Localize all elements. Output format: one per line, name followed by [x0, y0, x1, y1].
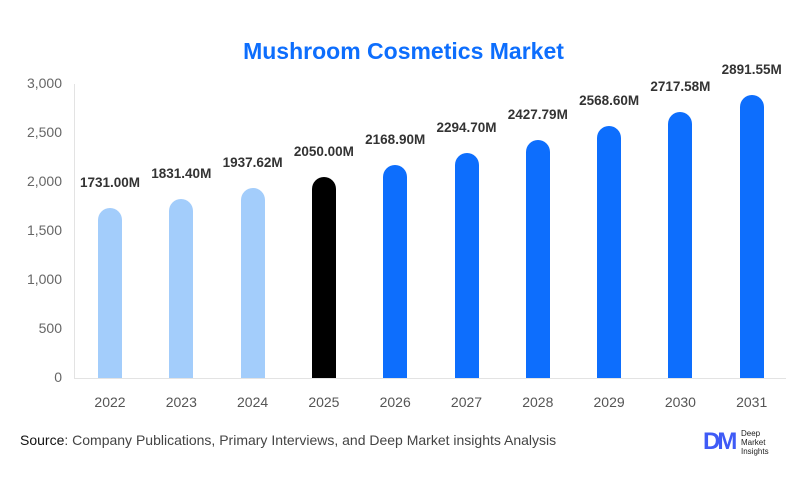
bar-2030: [668, 111, 693, 378]
data-label: 1731.00M: [79, 175, 141, 191]
bar-2025: [311, 177, 336, 378]
y-tick-label: 500: [38, 320, 62, 336]
y-tick-label: 3,000: [26, 75, 62, 91]
x-tick-label: 2025: [308, 394, 340, 410]
y-tick-label: 2,500: [26, 124, 62, 140]
data-label: 2427.79M: [507, 107, 568, 123]
y-tick-label: 2,000: [26, 173, 62, 189]
bar-2029: [597, 126, 622, 378]
data-label: 2168.90M: [365, 132, 426, 148]
source-note: Source: Company Publications, Primary In…: [20, 432, 556, 448]
y-tick-label: 1,500: [26, 222, 62, 238]
bar-2026: [383, 165, 408, 378]
brand-logo: DM Deep Market Insights: [703, 428, 793, 458]
logo-line: Deep: [741, 429, 761, 438]
x-axis-line: [74, 378, 786, 379]
x-tick-label: 2023: [165, 394, 197, 410]
x-tick-label: 2029: [593, 394, 625, 410]
y-axis-line: [74, 84, 75, 379]
logo-line: Insights: [741, 447, 769, 456]
x-tick-label: 2031: [736, 394, 768, 410]
bar-2023: [169, 198, 194, 378]
logo-mark: DM: [703, 428, 737, 455]
x-tick-label: 2022: [94, 394, 126, 410]
data-label: 2891.55M: [721, 61, 782, 77]
x-tick-label: 2026: [379, 394, 411, 410]
data-label: 1937.62M: [222, 155, 283, 171]
x-tick-label: 2024: [237, 394, 269, 410]
logo-line: Market: [741, 438, 766, 447]
x-tick-label: 2027: [450, 394, 483, 410]
y-tick-label: 0: [54, 369, 62, 385]
data-label: 2568.60M: [579, 93, 640, 109]
y-tick-label: 1,000: [26, 271, 62, 287]
data-label: 2717.58M: [650, 78, 711, 94]
bar-2024: [240, 188, 265, 378]
data-label: 2050.00M: [293, 144, 354, 160]
bar-2022: [98, 208, 122, 378]
source-text: : Company Publications, Primary Intervie…: [64, 432, 557, 448]
chart-title: Mushroom Cosmetics Market: [243, 38, 564, 64]
bar-2031: [739, 94, 764, 378]
x-tick-label: 2028: [522, 394, 554, 410]
bar-2028: [525, 140, 550, 378]
bar-2027: [454, 153, 479, 378]
source-label: Source: [20, 432, 65, 448]
data-label: 1831.40M: [151, 165, 212, 181]
x-tick-label: 2030: [664, 394, 696, 410]
data-label: 2294.70M: [436, 120, 497, 136]
